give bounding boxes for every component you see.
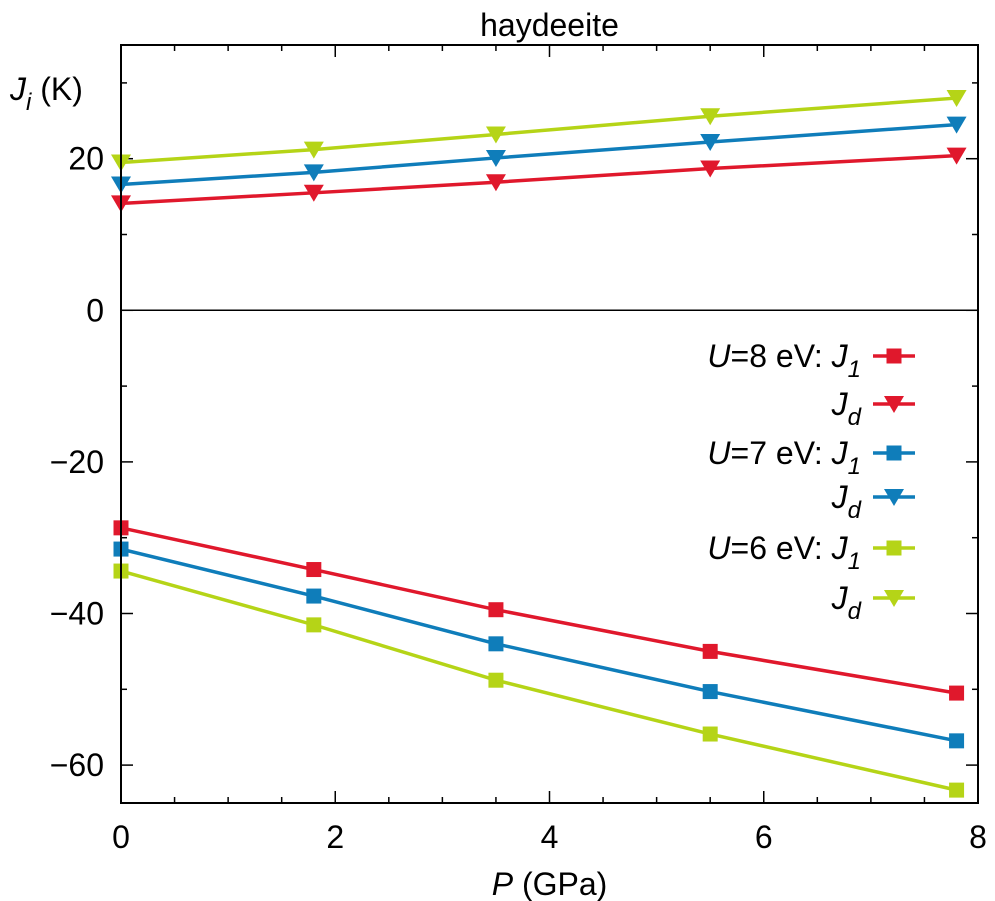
data-point-u6-jd [485, 126, 506, 144]
y-tick-label: 20 [68, 141, 104, 177]
plot-frame [120, 44, 979, 804]
data-point-u6-j1 [306, 617, 322, 633]
legend-label: U=7 eV: J1 [707, 435, 861, 480]
y-axis-label-symbol: J [9, 71, 27, 107]
legend-label-subscript: d [848, 497, 862, 524]
legend-label-subscript: 1 [848, 356, 861, 383]
x-tick-label: 2 [326, 819, 344, 855]
data-point-u7-j1 [488, 636, 504, 652]
x-tick-label: 8 [969, 819, 987, 855]
axis-layer: 0 2 4 6 8 20 0 −20 −40 −60 [50, 45, 987, 855]
data-point-u8-jd [946, 147, 967, 165]
legend-label-condition: =6 eV: [731, 530, 832, 566]
y-axis-label-subscript: i [26, 89, 32, 116]
data-point-u7-j1 [306, 588, 322, 604]
legend-label-condition: =8 eV: [731, 338, 832, 374]
y-tick-label: −20 [50, 444, 104, 480]
data-point-u8-j1 [306, 562, 322, 578]
legend-entry-u8-j1: U=8 eV: J1 [707, 338, 915, 383]
legend-label-subscript: 1 [848, 453, 861, 480]
legend-marker-u6-j1 [886, 540, 902, 556]
data-point-u7-jd [946, 116, 967, 134]
series-u7-j1 [113, 541, 965, 749]
legend-label-prefix: U [707, 338, 731, 374]
legend-label-symbol: J [831, 479, 849, 515]
y-axis-label-unit: (K) [31, 71, 83, 107]
legend-label-symbol: J [831, 530, 849, 566]
y-tick-label: 0 [86, 292, 104, 328]
legend-label-subscript: d [848, 598, 862, 625]
legend-label-symbol: J [831, 435, 849, 471]
y-tick-label: −60 [50, 747, 104, 783]
data-point-u8-jd [303, 184, 324, 202]
legend-entry-u6-j1: U=6 eV: J1 [707, 530, 915, 575]
data-point-u8-j1 [702, 643, 718, 659]
legend-label-prefix: U [707, 530, 731, 566]
legend-marker-u7-j1 [886, 445, 902, 461]
legend-label: Jd [831, 479, 862, 524]
data-point-u8-j1 [949, 685, 965, 701]
data-point-u8-jd [485, 174, 506, 192]
legend-marker-u8-j1 [886, 348, 902, 364]
series-u8-j1 [113, 520, 965, 701]
x-axis-label-unit: (GPa) [513, 866, 607, 901]
chart-title: haydeeite [480, 7, 619, 43]
x-tick-label: 0 [112, 819, 130, 855]
legend-label-prefix: U [707, 435, 731, 471]
data-point-u8-j1 [488, 602, 504, 618]
legend-label-symbol: J [831, 580, 849, 616]
x-axis-label-symbol: P [492, 866, 514, 901]
legend-label: Jd [831, 386, 862, 431]
data-point-u6-jd [946, 90, 967, 108]
data-point-u8-jd [700, 160, 721, 178]
data-point-u7-j1 [702, 684, 718, 700]
data-point-u6-jd [303, 141, 324, 159]
legend-label: Jd [831, 580, 862, 625]
legend-marker-u6-jd [884, 590, 904, 607]
legend-label-condition: =7 eV: [731, 435, 832, 471]
legend-marker-u7-jd [884, 489, 904, 506]
legend-entry-u6-jd: Jd [831, 580, 915, 625]
data-point-u7-j1 [949, 733, 965, 749]
data-point-u6-j1 [702, 726, 718, 742]
legend-label-subscript: 1 [848, 548, 861, 575]
legend-entry-u8-jd: Jd [831, 386, 915, 431]
legend-entry-u7-jd: Jd [831, 479, 915, 524]
data-point-u6-j1 [949, 782, 965, 798]
legend-entry-u7-j1: U=7 eV: J1 [707, 435, 915, 480]
data-point-u6-j1 [488, 672, 504, 688]
data-point-u7-jd [303, 164, 324, 182]
legend-label-symbol: J [831, 386, 849, 422]
legend-marker-u8-jd [884, 396, 904, 413]
legend-label: U=8 eV: J1 [707, 338, 861, 383]
data-point-u7-jd [700, 134, 721, 152]
data-point-u7-jd [485, 149, 506, 167]
series-u7-jd [111, 116, 967, 194]
legend-label-subscript: d [848, 404, 862, 431]
legend-label: U=6 eV: J1 [707, 530, 861, 575]
x-tick-label: 4 [541, 819, 559, 855]
data-point-u6-jd [700, 108, 721, 126]
y-tick-label: −40 [50, 596, 104, 632]
x-tick-label: 6 [755, 819, 773, 855]
y-axis-label: Ji (K) [9, 71, 83, 116]
legend-label-symbol: J [831, 338, 849, 374]
series-layer [111, 90, 967, 798]
x-axis-label: P (GPa) [492, 866, 608, 901]
